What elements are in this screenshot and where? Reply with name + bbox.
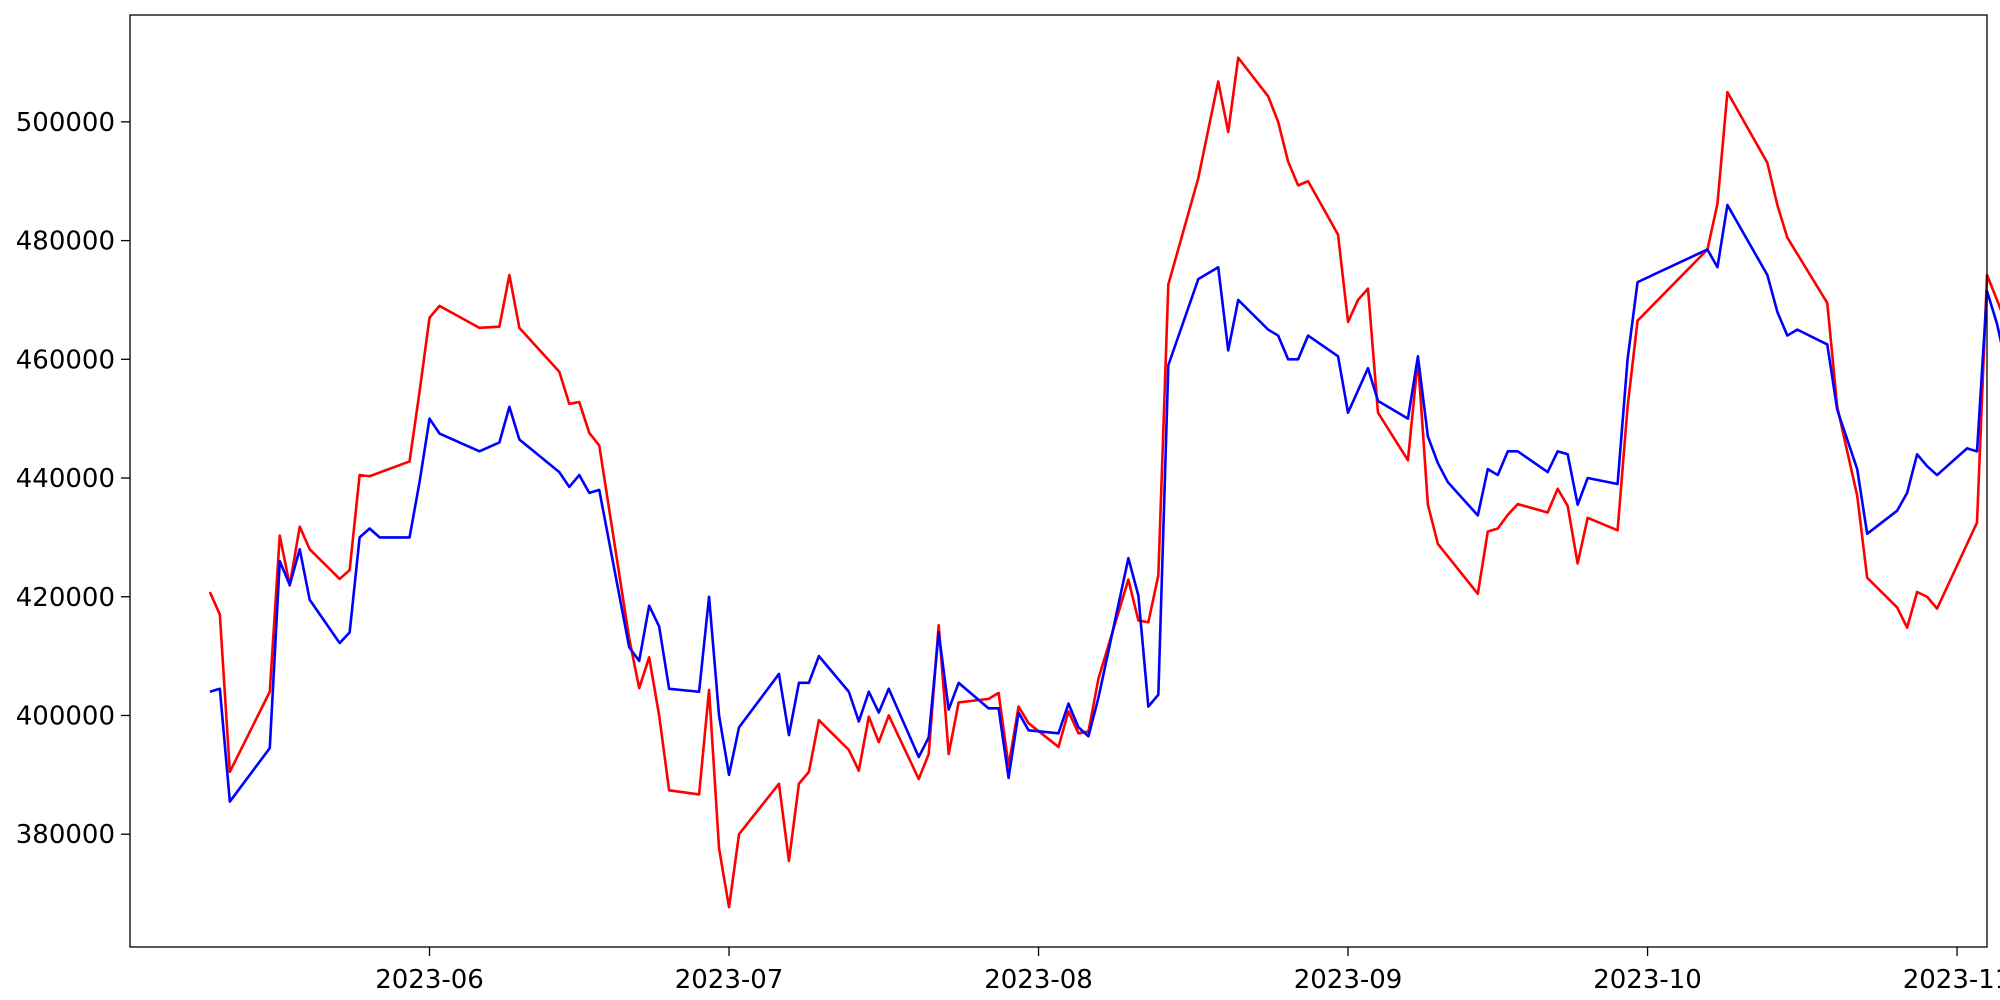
- tick-layer: 2023-06 2023-07 2023-08 2023-09 2023-10 2023-…: [16, 108, 2000, 995]
- series-line-1: [208, 56, 2000, 909]
- x-tick-label: 2023-06: [375, 965, 484, 995]
- x-tick-label: 2023-07: [675, 965, 784, 995]
- y-tick-label: 440000: [16, 464, 115, 494]
- x-tick-label: 2023-08: [984, 965, 1093, 995]
- y-tick-label: 380000: [16, 820, 115, 850]
- x-tick-label: 2023-10: [1593, 965, 1702, 995]
- x-tick-label: 2023-09: [1294, 965, 1403, 995]
- series-layer: [208, 56, 2000, 909]
- series-line-2: [209, 203, 2000, 803]
- y-tick-label: 420000: [16, 583, 115, 613]
- y-tick-label: 480000: [16, 227, 115, 257]
- y-tick-label: 500000: [16, 108, 115, 138]
- y-tick-label: 400000: [16, 701, 115, 731]
- y-tick-label: 460000: [16, 345, 115, 375]
- x-tick-label: 2023-11: [1903, 965, 2000, 995]
- plot-frame: [129, 14, 1988, 948]
